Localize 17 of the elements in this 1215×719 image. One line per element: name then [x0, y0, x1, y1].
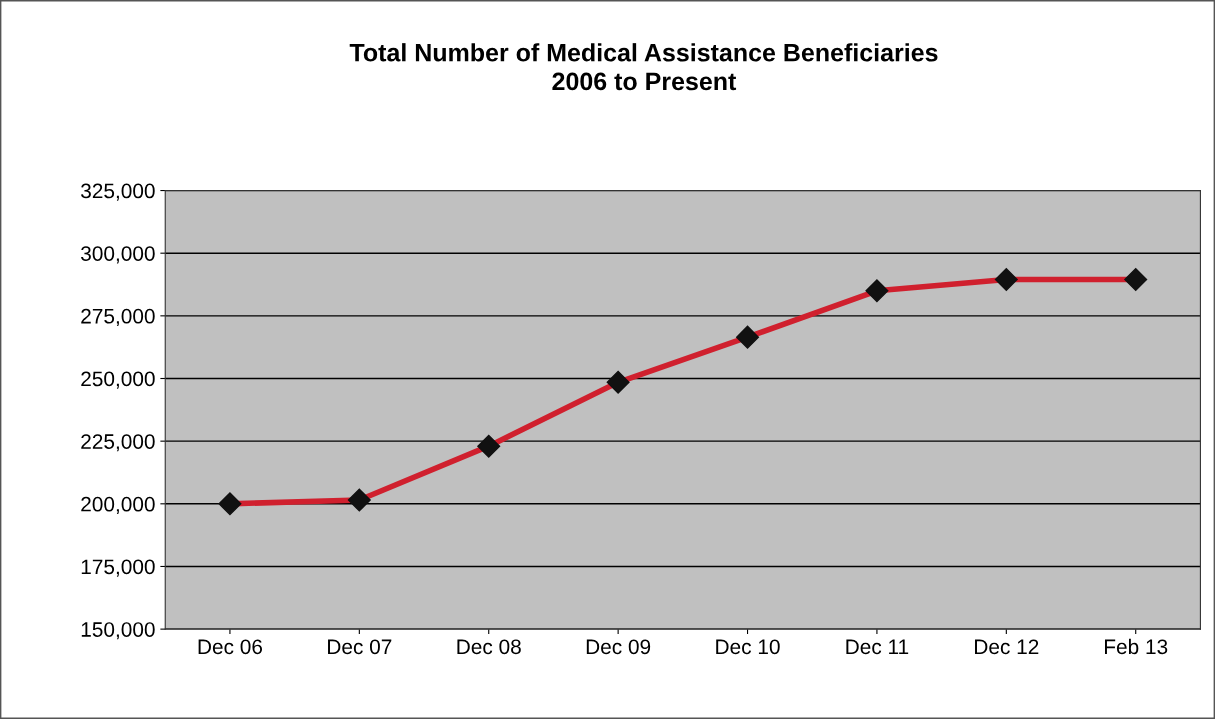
x-tick-label: Dec 12: [975, 639, 1039, 655]
x-tick-label: Dec 08: [457, 639, 521, 655]
chart-title: Total Number of Medical Assistance Beneficiaries 2006 to Present: [349, 43, 938, 91]
x-tick-label: Dec 10: [716, 639, 780, 655]
y-tick-label: 300,000: [81, 246, 155, 264]
x-tick-label: Dec 06: [198, 639, 263, 655]
y-tick-label: 150,000: [81, 622, 155, 640]
y-tick-label: 275,000: [81, 308, 155, 327]
x-tick-label: Dec 09: [586, 639, 651, 655]
y-tick-label: 175,000: [81, 559, 155, 577]
x-tick-label: Feb 13: [1105, 638, 1168, 655]
y-tick-label: 225,000: [81, 434, 155, 452]
y-tick-label: 250,000: [81, 371, 155, 389]
x-tick-label: Dec 07: [328, 639, 392, 655]
y-tick-label: 325,000: [81, 183, 155, 201]
x-tick-label: Dec 11: [846, 639, 909, 655]
y-tick-label: 200,000: [81, 496, 155, 515]
